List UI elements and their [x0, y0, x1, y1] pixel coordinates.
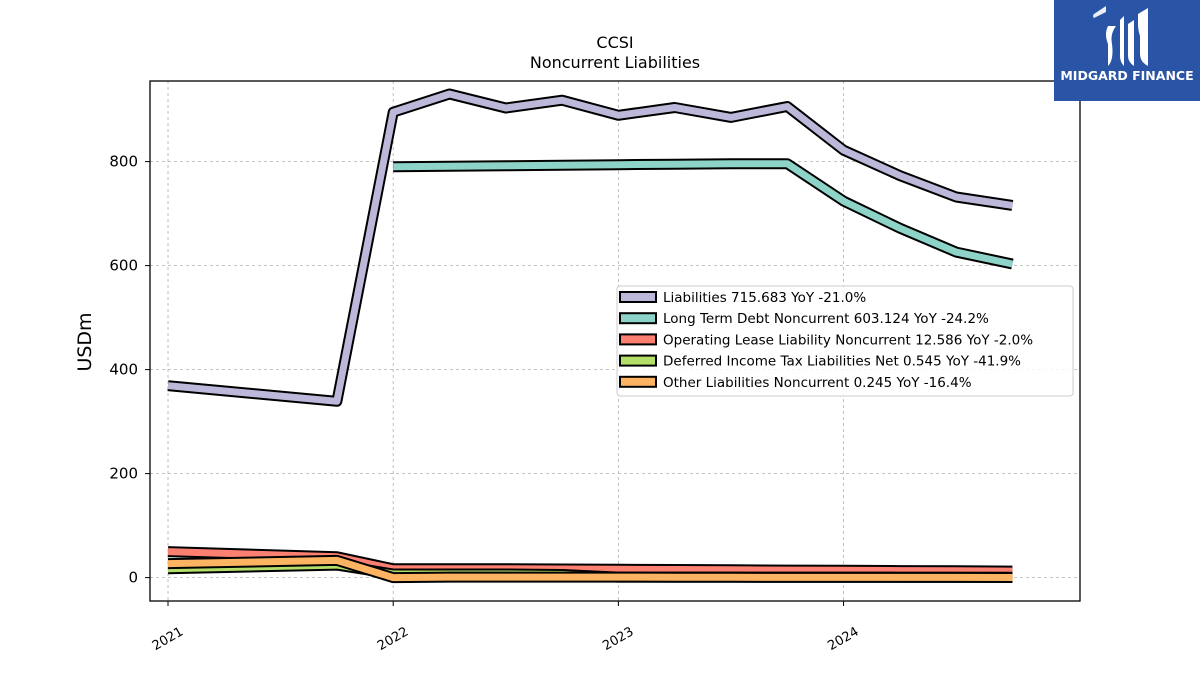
legend-swatch — [619, 333, 657, 346]
y-axis: 0 200 400 800 600 — [109, 153, 150, 587]
legend-swatch — [619, 354, 657, 367]
legend-label: Long Term Debt Noncurrent 603.124 YoY -2… — [663, 311, 989, 327]
series-line — [167, 554, 1013, 584]
logo-icon — [1093, 6, 1148, 66]
series-stroke — [393, 160, 1014, 268]
legend-swatch — [619, 312, 657, 325]
series-line — [167, 88, 1014, 407]
x-tick-label: 2022 — [375, 624, 411, 654]
x-tick-label: 2024 — [825, 624, 861, 654]
midgard-finance-logo: MIDGARD FINANCE — [1054, 0, 1200, 101]
y-tick-label: 200 — [109, 465, 138, 483]
legend-swatch — [619, 375, 657, 388]
y-axis-label: USDm — [74, 312, 96, 371]
y-tick-label: 0 — [128, 569, 138, 587]
y-tick-label: 400 — [109, 361, 138, 379]
legend-label: Other Liabilities Noncurrent 0.245 YoY -… — [663, 375, 972, 391]
chart-title: CCSI — [596, 33, 633, 52]
legend: Liabilities 715.683 YoY -21.0% Long Term … — [616, 285, 1074, 397]
x-tick-label: 2023 — [600, 624, 636, 654]
x-axis: 2021 2022 2023 2024 — [150, 601, 862, 654]
x-tick-label: 2021 — [150, 624, 186, 654]
y-tick-label: 600 — [109, 257, 138, 275]
logo-text: MIDGARD FINANCE — [1060, 68, 1194, 83]
legend-label: Operating Lease Liability Noncurrent 12.… — [663, 332, 1033, 348]
series-stroke — [167, 556, 1013, 582]
legend-label: Deferred Income Tax Liabilities Net 0.54… — [663, 354, 1021, 370]
y-tick-label: 800 — [109, 153, 138, 171]
legend-swatch — [619, 291, 657, 303]
legend-label: Liabilities 715.683 YoY -21.0% — [663, 290, 866, 306]
plot-frame — [149, 80, 1081, 602]
series-layer — [167, 88, 1014, 584]
series-stroke — [167, 90, 1013, 405]
legend-frame — [616, 285, 1074, 397]
chart-subtitle: Noncurrent Liabilities — [530, 53, 700, 72]
series-line — [393, 158, 1014, 270]
